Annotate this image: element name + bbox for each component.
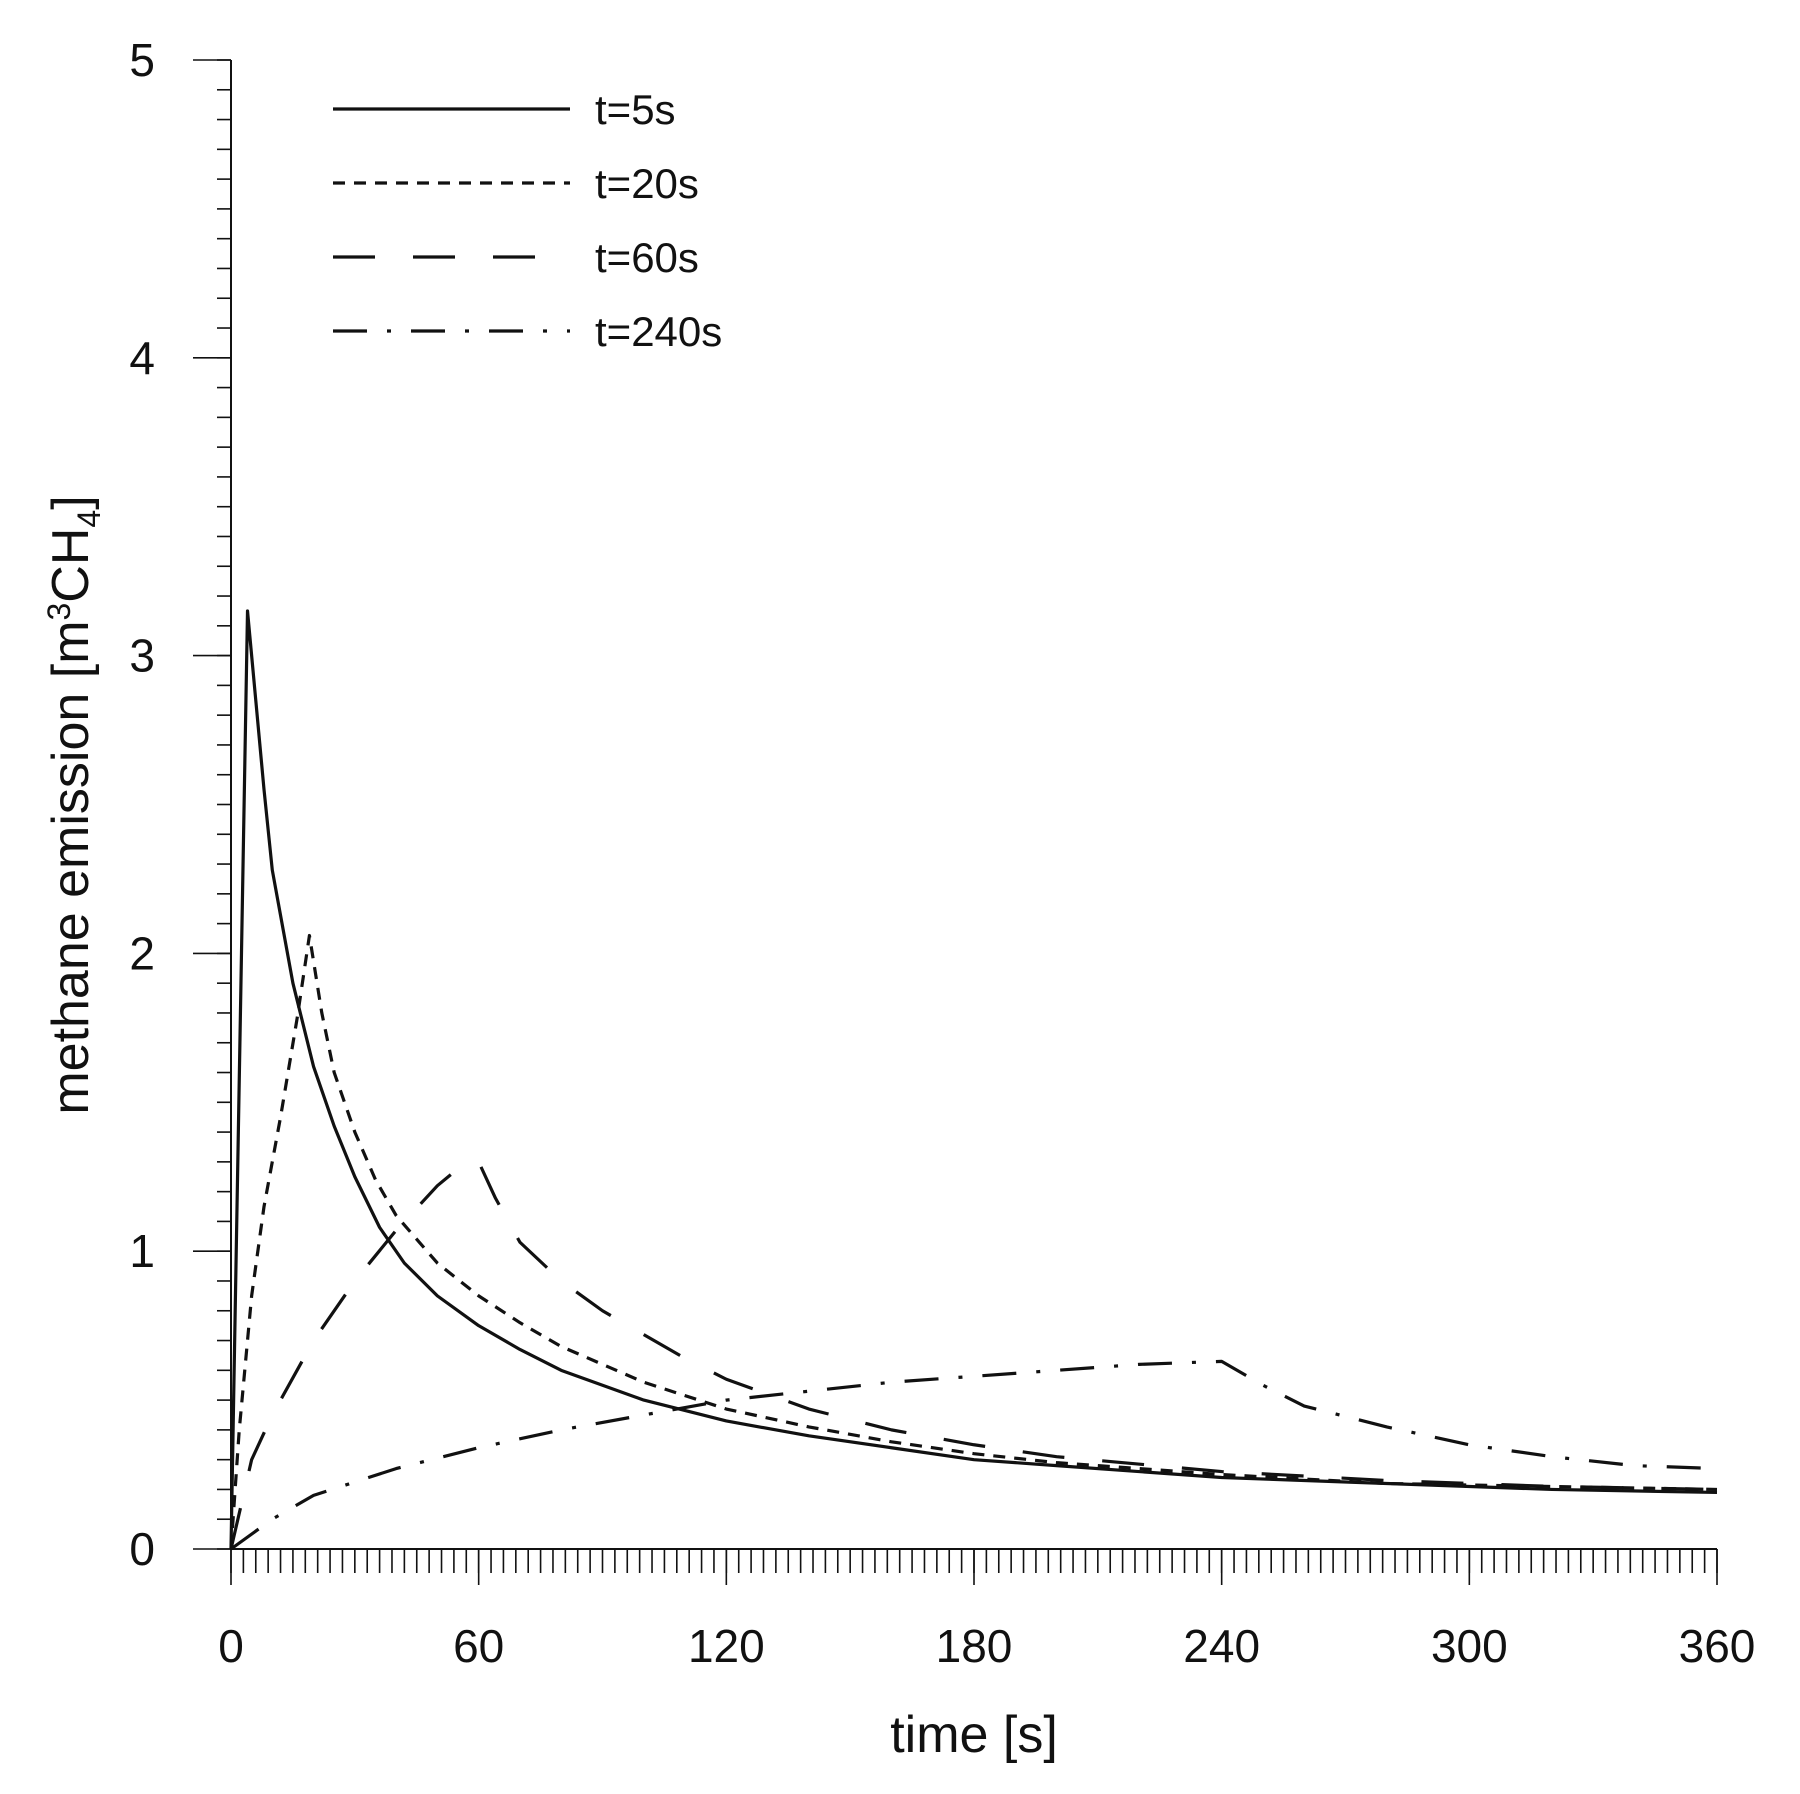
legend-entry-t5s: t=5s bbox=[333, 86, 676, 133]
y-axis-title-middle: CH bbox=[42, 528, 100, 603]
legend-entry-t60s: t=60s bbox=[333, 234, 699, 281]
x-tick-label: 300 bbox=[1431, 1620, 1508, 1672]
y-tick-label: 1 bbox=[129, 1225, 155, 1277]
y-tick-labels: 0 1 2 3 4 5 bbox=[129, 34, 155, 1575]
series-group bbox=[229, 609, 1718, 1551]
x-tick-label: 180 bbox=[936, 1620, 1013, 1672]
y-tick-label: 0 bbox=[129, 1523, 155, 1575]
x-tick-label: 60 bbox=[453, 1620, 504, 1672]
y-axis-title-subscript: 4 bbox=[71, 510, 107, 528]
x-tick-labels: 0 60 120 180 240 300 360 bbox=[218, 1620, 1755, 1672]
legend-label-t60s: t=60s bbox=[595, 234, 699, 281]
y-minor-ticks bbox=[217, 59, 231, 1550]
y-tick-label: 5 bbox=[129, 34, 155, 86]
legend-label-t240s: t=240s bbox=[595, 308, 722, 355]
x-tick-label: 360 bbox=[1679, 1620, 1756, 1672]
x-axis-title: time [s] bbox=[890, 1706, 1058, 1764]
y-axis-title: methane emission [m3CH4] bbox=[41, 495, 107, 1114]
y-tick-label: 4 bbox=[129, 332, 155, 384]
x-tick-label: 240 bbox=[1183, 1620, 1260, 1672]
y-axis-title-main: methane emission [m bbox=[42, 620, 100, 1114]
series-line-t5s bbox=[229, 609, 1718, 1550]
x-tick-label: 120 bbox=[688, 1620, 765, 1672]
series-line-t60s bbox=[229, 1160, 1718, 1550]
legend: t=5s t=20s t=60s t=240s bbox=[333, 86, 722, 355]
y-tick-label: 2 bbox=[129, 927, 155, 979]
y-major-ticks bbox=[193, 59, 231, 1550]
y-tick-label: 3 bbox=[129, 630, 155, 682]
x-tick-label: 0 bbox=[218, 1620, 244, 1672]
axes bbox=[193, 59, 1718, 1585]
series-line-t240s bbox=[230, 1359, 1718, 1551]
y-axis-title-superscript: 3 bbox=[41, 603, 77, 621]
y-axis-title-end: ] bbox=[42, 495, 100, 509]
legend-entry-t20s: t=20s bbox=[333, 160, 699, 207]
legend-label-t20s: t=20s bbox=[595, 160, 699, 207]
legend-entry-t240s: t=240s bbox=[333, 308, 722, 355]
legend-label-t5s: t=5s bbox=[595, 86, 676, 133]
x-major-ticks bbox=[230, 1549, 1718, 1585]
series-line-t20s bbox=[229, 933, 1718, 1550]
